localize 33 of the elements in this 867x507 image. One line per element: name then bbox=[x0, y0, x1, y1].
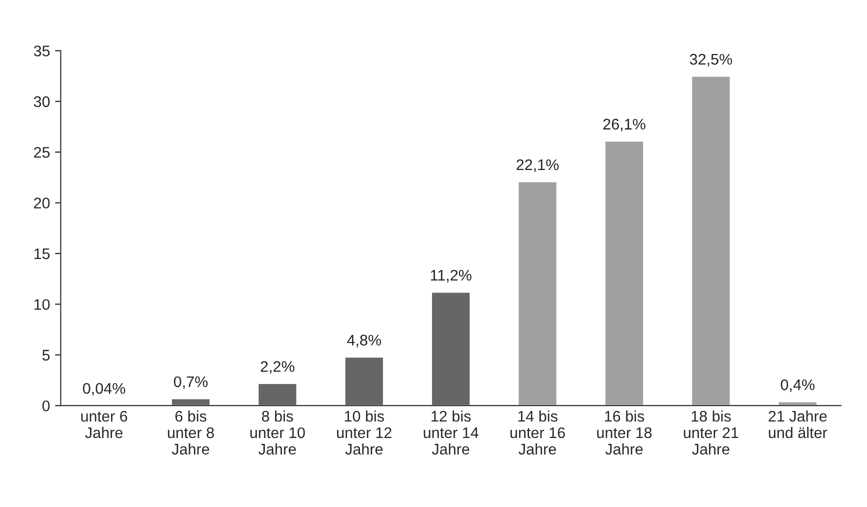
y-tick-label: 15 bbox=[34, 248, 50, 260]
bar bbox=[170, 398, 211, 406]
y-tick-label: 35 bbox=[34, 46, 50, 56]
data-label: 0,4% bbox=[780, 379, 815, 392]
bar bbox=[604, 140, 644, 406]
data-label: 11,2% bbox=[430, 270, 472, 282]
data-label: 2,2% bbox=[260, 361, 294, 374]
data-label: 0,7% bbox=[174, 376, 208, 389]
bar bbox=[430, 291, 472, 406]
bar bbox=[517, 180, 558, 406]
x-tick-label: 12 bis unter 14 Jahre bbox=[424, 410, 478, 455]
x-tick-label: 14 bis unter 16 Jahre bbox=[510, 410, 565, 455]
x-tick-label: 21 Jahre und älter bbox=[768, 410, 828, 438]
bar bbox=[257, 382, 298, 406]
bar bbox=[344, 356, 384, 406]
y-tick-label: 25 bbox=[34, 146, 50, 158]
x-tick-label: unter 6 Jahre bbox=[81, 410, 128, 438]
x-tick-label: 6 bis unter 8 Jahre bbox=[168, 410, 214, 455]
data-label: 4,8% bbox=[347, 334, 382, 348]
x-tick-label: 18 bis unter 21 Jahre bbox=[684, 410, 738, 455]
x-tick-label: 16 bis unter 18 Jahre bbox=[597, 410, 652, 455]
y-tick-label: 0 bbox=[42, 400, 50, 412]
y-tick-label: 30 bbox=[34, 96, 50, 108]
data-label: 0,04% bbox=[82, 383, 126, 396]
y-tick-label: 20 bbox=[34, 198, 50, 208]
data-label: 22,1% bbox=[516, 159, 559, 172]
y-tick-label: 10 bbox=[34, 299, 50, 310]
data-label: 32,5% bbox=[690, 54, 732, 66]
bar bbox=[690, 75, 732, 406]
data-label: 26,1% bbox=[603, 118, 646, 132]
x-tick-label: 10 bis unter 12 Jahre bbox=[337, 410, 392, 455]
x-tick-label: 8 bis unter 10 Jahre bbox=[250, 410, 305, 455]
y-tick-label: 5 bbox=[42, 350, 50, 361]
